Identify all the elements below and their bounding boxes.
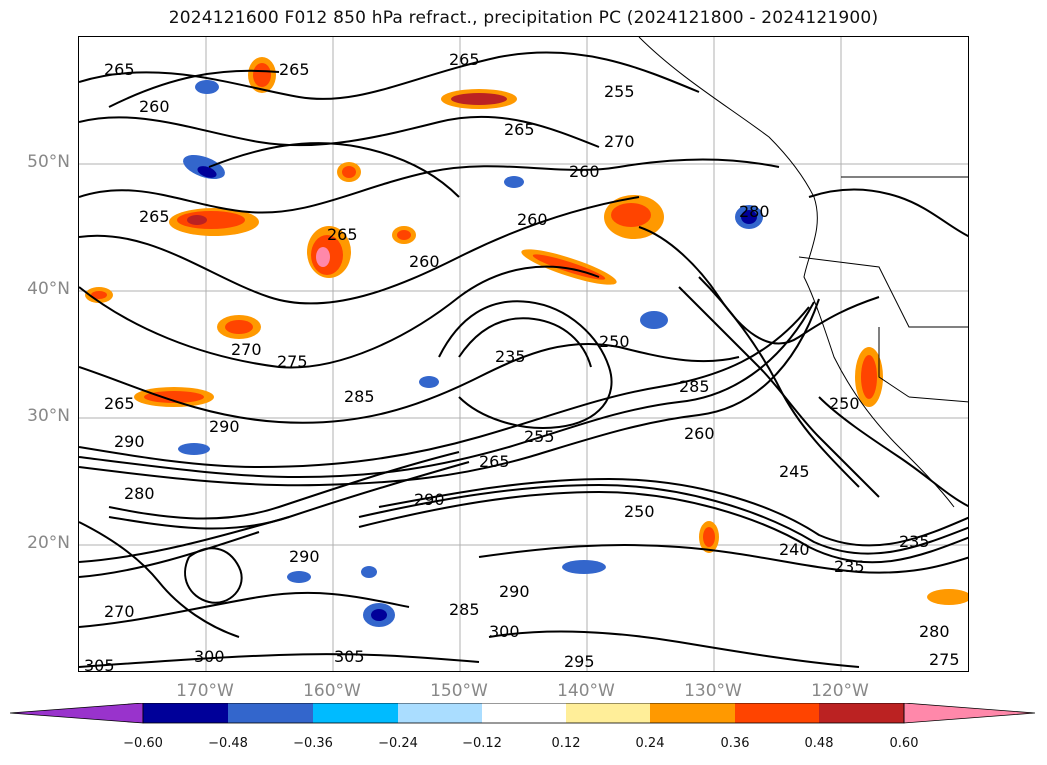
refractivity-contours — [79, 51, 968, 668]
colorbar-tick: 0.36 — [720, 736, 750, 751]
contour-label: 250 — [599, 332, 630, 351]
colorbar-segment — [650, 703, 735, 723]
contour-label: 270 — [231, 340, 262, 359]
colorbar-extend-low — [10, 703, 144, 724]
contour-label: 260 — [684, 424, 715, 443]
contour-label: 260 — [517, 210, 548, 229]
contour-label: 235 — [899, 532, 930, 551]
lat-label-30n: 30°N — [27, 406, 70, 426]
map-title: 2024121600 F012 850 hPa refract., precip… — [168, 8, 879, 28]
coastline — [638, 37, 968, 508]
contour-label: 290 — [209, 417, 240, 436]
lon-label-140w: 140°W — [557, 681, 615, 701]
contour-label: 265 — [504, 120, 535, 139]
colorbar-segment — [313, 703, 398, 723]
contour-label: 275 — [929, 650, 960, 669]
contour-label: 265 — [104, 60, 135, 79]
contour-label: 265 — [327, 225, 358, 244]
contour-label: 305 — [334, 647, 365, 666]
contour-label: 255 — [604, 82, 635, 101]
colorbar-tick: −0.24 — [378, 736, 418, 751]
lon-label-160w: 160°W — [303, 681, 361, 701]
contour-label: 290 — [289, 547, 320, 566]
contour-label: 265 — [104, 394, 135, 413]
contour-label: 235 — [834, 557, 865, 576]
colorbar — [10, 703, 1036, 724]
lat-label-50n: 50°N — [27, 152, 70, 172]
lon-label-170w: 170°W — [176, 681, 234, 701]
contour-label: 265 — [279, 60, 310, 79]
contour-label: 285 — [679, 377, 710, 396]
contour-label: 260 — [139, 97, 170, 116]
lat-label-20n: 20°N — [27, 533, 70, 553]
precip-fills — [85, 57, 968, 627]
contour-label: 280 — [124, 484, 155, 503]
colorbar-tick: 0.24 — [635, 736, 665, 751]
contour-label: 265 — [139, 207, 170, 226]
contour-label: 250 — [624, 502, 655, 521]
colorbar-tick: −0.48 — [208, 736, 248, 751]
colorbar-segment — [819, 703, 904, 723]
contour-label: 265 — [479, 452, 510, 471]
colorbar-segment — [566, 703, 650, 723]
map-panel[interactable]: 265 260 265 265 255 265 270 260 265 260 … — [78, 36, 969, 672]
colorbar-tick: −0.36 — [293, 736, 333, 751]
lon-label-120w: 120°W — [811, 681, 869, 701]
colorbar-segment — [228, 703, 313, 723]
contour-label: 280 — [739, 202, 770, 221]
colorbar-tick: −0.12 — [462, 736, 502, 751]
contour-label: 240 — [779, 540, 810, 559]
map-canvas: 265 260 265 265 255 265 270 260 265 260 … — [79, 37, 968, 672]
contour-labels: 265 260 265 265 255 265 270 260 265 260 … — [84, 50, 960, 672]
contour-label: 290 — [114, 432, 145, 451]
contour-label: 235 — [495, 347, 526, 366]
contour-label: 300 — [194, 647, 225, 666]
colorbar-segment — [143, 703, 228, 723]
colorbar-tick: 0.12 — [551, 736, 581, 751]
contour-label: 305 — [84, 656, 115, 672]
colorbar-extend-high — [903, 703, 1036, 724]
colorbar-segment — [735, 703, 819, 723]
contour-label: 270 — [604, 132, 635, 151]
contour-label: 295 — [564, 652, 595, 671]
contour-label: 300 — [489, 622, 520, 641]
contour-label: 290 — [414, 490, 445, 509]
contour-label: 250 — [829, 394, 860, 413]
lon-label-150w: 150°W — [430, 681, 488, 701]
contour-label: 280 — [919, 622, 950, 641]
contour-label: 260 — [569, 162, 600, 181]
colorbar-segment — [482, 703, 566, 723]
colorbar-tick: 0.60 — [889, 736, 919, 751]
contour-label: 255 — [524, 427, 555, 446]
contour-label: 260 — [409, 252, 440, 271]
contour-label: 270 — [104, 602, 135, 621]
colorbar-tick: 0.48 — [804, 736, 834, 751]
lon-label-130w: 130°W — [684, 681, 742, 701]
contour-label: 245 — [779, 462, 810, 481]
colorbar-tick: −0.60 — [123, 736, 163, 751]
contour-label: 275 — [277, 352, 308, 371]
contour-label: 265 — [449, 50, 480, 69]
colorbar-segment — [398, 703, 482, 723]
contour-label: 290 — [499, 582, 530, 601]
lat-label-40n: 40°N — [27, 279, 70, 299]
contour-label: 285 — [449, 600, 480, 619]
contour-label: 285 — [344, 387, 375, 406]
